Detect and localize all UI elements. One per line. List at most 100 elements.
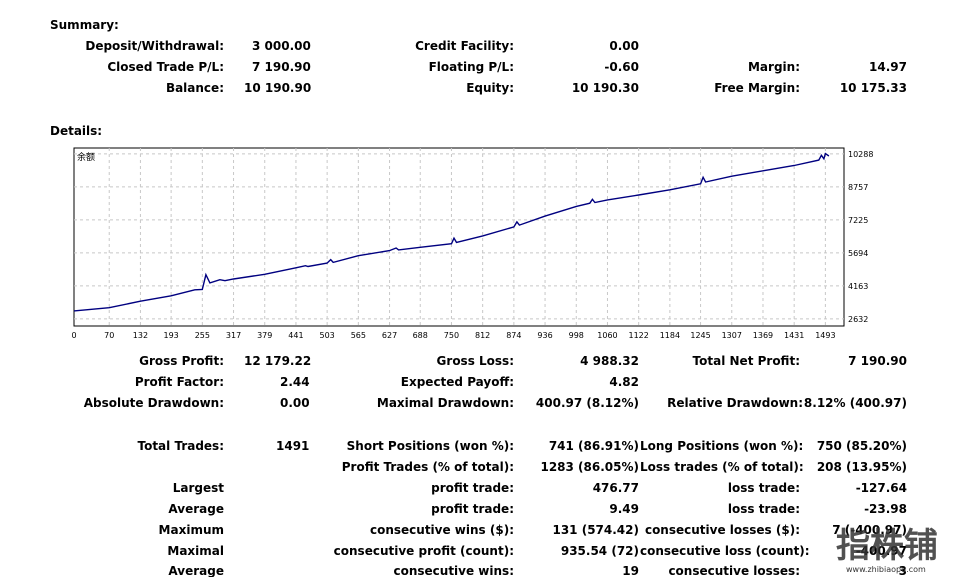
relative-drawdown-label: Relative Drawdown: [667, 396, 803, 410]
long-positions-value: 750 (85.20%) [816, 439, 907, 453]
x-tick-label: 750 [444, 331, 459, 340]
maximum-profit-value: 131 (574.42) [552, 523, 639, 537]
maximal-drawdown-value: 400.97 (8.12%) [535, 396, 639, 410]
floating-pl-value: -0.60 [604, 60, 639, 74]
relative-drawdown-value: 8.12% (400.97) [803, 396, 907, 410]
x-tick-label: 1307 [722, 331, 742, 340]
summary-title: Summary: [50, 18, 119, 32]
average-consecutive-loss-label: consecutive losses: [668, 564, 800, 577]
y-tick-label: 2632 [848, 315, 868, 324]
short-positions-value: 741 (86.91%) [548, 439, 639, 453]
x-tick-label: 1060 [597, 331, 617, 340]
balance-chart-svg: 0 70 132 193 255 317 379 441 503 565 627 688 750 812 8… [71, 146, 890, 341]
average-label: Average [168, 502, 224, 516]
total-net-profit-value: 7 190.90 [848, 354, 907, 368]
x-tick-label: 132 [133, 331, 148, 340]
average-loss-value: -23.98 [864, 502, 907, 516]
chart-title: 余额 [77, 151, 95, 163]
x-tick-label: 70 [104, 331, 114, 340]
closed-trade-pl-value: 7 190.90 [252, 60, 311, 74]
margin-value: 14.97 [869, 60, 907, 74]
loss-trades-value: 208 (13.95%) [816, 460, 907, 474]
maximal-drawdown-label: Maximal Drawdown: [376, 396, 514, 410]
x-tick-label: 874 [506, 331, 521, 340]
x-tick-label: 441 [288, 331, 303, 340]
largest-profit-value: 476.77 [592, 481, 639, 495]
y-tick-label: 5694 [848, 249, 868, 258]
maximum-profit-label: consecutive wins ($): [369, 523, 514, 537]
average-profit-label: profit trade: [431, 502, 514, 516]
floating-pl-label: Floating P/L: [428, 60, 514, 74]
average-consecutive-loss-value: 3 [898, 564, 907, 577]
x-tick-label: 1122 [628, 331, 648, 340]
total-trades-value: 1491 [276, 439, 310, 453]
total-trades-label: Total Trades: [137, 439, 224, 453]
maximum-label: Maximum [158, 523, 224, 537]
x-tick-label: 193 [163, 331, 178, 340]
x-tick-label: 0 [72, 331, 77, 340]
balance-value: 10 190.90 [244, 81, 312, 95]
x-tick-label: 503 [320, 331, 335, 340]
watermark-url: www.zhibiaopu.com [846, 565, 926, 574]
free-margin-value: 10 175.33 [839, 81, 907, 95]
x-tick-label: 1245 [690, 331, 710, 340]
average-consecutive-profit-label: consecutive wins: [393, 564, 514, 577]
gross-loss-value: 4 988.32 [580, 354, 639, 368]
x-tick-label: 1431 [784, 331, 804, 340]
y-tick-label: 10288 [848, 150, 873, 159]
details-title: Details: [50, 124, 103, 138]
x-tick-label: 688 [413, 331, 428, 340]
short-positions-label: Short Positions (won %): [346, 439, 514, 453]
y-tick-label: 7225 [848, 216, 868, 225]
x-tick-label: 627 [382, 331, 397, 340]
expected-payoff-value: 4.82 [609, 375, 639, 389]
x-tick-label: 998 [569, 331, 584, 340]
margin-label: Margin: [747, 60, 800, 74]
x-tick-label: 936 [537, 331, 552, 340]
gross-profit-value: 12 179.22 [244, 354, 312, 368]
plot-area [73, 147, 845, 327]
x-tick-label: 317 [226, 331, 241, 340]
x-tick-label: 565 [351, 331, 366, 340]
absolute-drawdown-label: Absolute Drawdown: [83, 396, 224, 410]
profit-trades-label: Profit Trades (% of total): [341, 460, 514, 474]
x-tick-label: 255 [195, 331, 210, 340]
maximal-profit-value: 935.54 (72) [560, 544, 639, 558]
average-profit-value: 9.49 [609, 502, 639, 516]
credit-facility-label: Credit Facility: [415, 39, 514, 53]
y-tick-label: 4163 [848, 282, 868, 291]
deposit-withdrawal-value: 3 000.00 [252, 39, 311, 53]
largest-label: Largest [172, 481, 224, 495]
equity-label: Equity: [466, 81, 514, 95]
long-positions-label: Long Positions (won %): [640, 439, 804, 453]
total-net-profit-label: Total Net Profit: [692, 354, 800, 368]
watermark-logo: 指株铺 [836, 526, 938, 566]
average-loss-label: loss trade: [727, 502, 800, 516]
balance-chart: 0 70 132 193 255 317 379 441 503 565 627 688 750 812 8… [71, 146, 890, 341]
x-tick-label: 379 [257, 331, 272, 340]
maximum-loss-label: consecutive losses ($): [644, 523, 800, 537]
maximal-loss-label: consecutive loss (count): [640, 544, 810, 558]
largest-profit-label: profit trade: [431, 481, 514, 495]
maximal-loss-value: -400.97 [855, 544, 907, 558]
maximal-profit-label: consecutive profit (count): [333, 544, 514, 558]
y-tick-label: 8757 [848, 183, 868, 192]
largest-loss-label: loss trade: [727, 481, 800, 495]
free-margin-label: Free Margin: [714, 81, 800, 95]
expected-payoff-label: Expected Payoff: [400, 375, 514, 389]
absolute-drawdown-value: 0.00 [280, 396, 310, 410]
maximum-loss-value: 7 (-400.97) [832, 523, 907, 537]
balance-series-line [73, 152, 830, 312]
maximal-label: Maximal [167, 544, 224, 558]
gross-profit-label: Gross Profit: [139, 354, 224, 368]
average-consecutive-label: Average [168, 564, 224, 577]
profit-factor-value: 2.44 [280, 375, 310, 389]
x-tick-label: 1369 [753, 331, 773, 340]
average-consecutive-profit-value: 19 [622, 564, 639, 577]
credit-facility-value: 0.00 [609, 39, 639, 53]
largest-loss-value: -127.64 [855, 481, 907, 495]
deposit-withdrawal-label: Deposit/Withdrawal: [85, 39, 224, 53]
profit-factor-label: Profit Factor: [134, 375, 224, 389]
x-tick-label: 1493 [815, 331, 835, 340]
profit-trades-value: 1283 (86.05%) [540, 460, 639, 474]
